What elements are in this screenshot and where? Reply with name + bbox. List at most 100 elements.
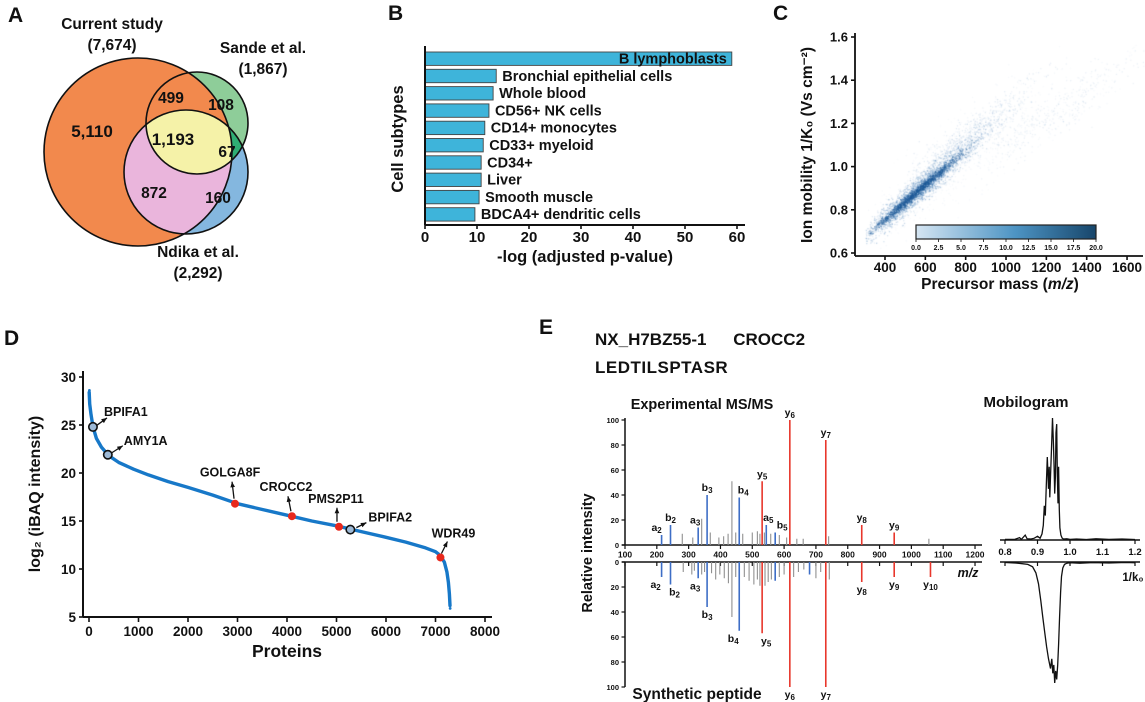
rank-curve bbox=[87, 390, 452, 608]
venn-set-ndika-count: (2,292) bbox=[173, 265, 222, 282]
c-ytick: 1.0 bbox=[830, 159, 848, 174]
b-xtick: 30 bbox=[573, 229, 590, 246]
ion-label-y5: y5 bbox=[757, 468, 768, 481]
spec-xtick: 300 bbox=[682, 550, 696, 560]
panel-label-d: D bbox=[4, 327, 20, 350]
venn-set-current-title: Current study bbox=[61, 16, 163, 33]
d-xtick: 3000 bbox=[222, 624, 252, 639]
ion-label-b5: b5 bbox=[777, 520, 788, 533]
d-xtick: 5000 bbox=[321, 624, 351, 639]
annotation-BPIFA2: BPIFA2 bbox=[368, 511, 412, 525]
ion-label-a3: a3 bbox=[690, 515, 701, 528]
mobilogram-bottom-trace bbox=[1004, 561, 1136, 684]
spectra-ylabel: Relative intensity bbox=[580, 493, 596, 612]
colorbar-tick: 5.0 bbox=[956, 245, 966, 252]
spec-xtick: 1200 bbox=[966, 550, 985, 560]
annotation-AMY1A: AMY1A bbox=[124, 434, 168, 448]
c-xtick: 1400 bbox=[1072, 260, 1102, 275]
spec-xtick: 100 bbox=[618, 550, 632, 560]
bar-label-inside: B lymphoblasts bbox=[619, 52, 727, 68]
venn-set-current-count: (7,674) bbox=[87, 37, 136, 54]
mobilogram-top-trace bbox=[1005, 417, 1136, 541]
panel-label-a: A bbox=[8, 4, 24, 27]
ion-label-y5: y5 bbox=[761, 635, 772, 648]
marker-open-BPIFA1 bbox=[87, 421, 98, 432]
spec-ytick: 100 bbox=[606, 683, 619, 692]
spec-ytick: 0 bbox=[615, 541, 619, 550]
bar-whole-blood bbox=[424, 86, 494, 101]
panel-label-c: C bbox=[773, 2, 789, 25]
b-xtick: 0 bbox=[421, 229, 429, 246]
ion-label-b3: b3 bbox=[702, 482, 713, 495]
c-ytick: 0.6 bbox=[830, 246, 848, 261]
venn-count-ndika-only: 160 bbox=[205, 190, 231, 207]
spec-xtick: 800 bbox=[841, 550, 855, 560]
venn-count-sande-ndika: 67 bbox=[218, 144, 235, 161]
venn-diagram: Current study (7,674) Sande et al. (1,867) N… bbox=[43, 16, 306, 282]
ion-label-b3: b3 bbox=[702, 609, 713, 622]
accession-id: NX_H7BZ55-1 bbox=[595, 330, 707, 349]
annotation-WDR49: WDR49 bbox=[432, 526, 476, 540]
ion-label-y10: y10 bbox=[923, 579, 938, 592]
mobilogram-xtick: 1.2 bbox=[1128, 547, 1141, 558]
bar-label: CD56+ NK cells bbox=[495, 103, 602, 119]
bar-label: Bronchial epithelial cells bbox=[502, 69, 672, 85]
spec-ytick: 60 bbox=[611, 466, 619, 475]
mobilogram-plot: Mobilogram 0.8 0.9 1.0 1.1 1.2 1/k₀ bbox=[984, 394, 1144, 684]
c-xtick: 1000 bbox=[991, 260, 1021, 275]
spec-ytick: 20 bbox=[611, 583, 619, 592]
ion-label-a3: a3 bbox=[690, 580, 701, 593]
ion-label-y7: y7 bbox=[821, 689, 832, 702]
c-xtick: 400 bbox=[874, 260, 897, 275]
d-ytick: 5 bbox=[68, 610, 76, 625]
venn-set-ndika-title: Ndika et al. bbox=[157, 244, 239, 261]
c-ylabel: Ion mobility 1/K₀ (Vs cm⁻²) bbox=[799, 47, 816, 243]
colorbar-tick: 20.0 bbox=[1089, 245, 1103, 252]
c-ytick: 1.2 bbox=[830, 116, 848, 131]
spec-ytick: 20 bbox=[611, 516, 619, 525]
protein-name: CROCC2 bbox=[733, 330, 806, 349]
spec-xtick: 1100 bbox=[934, 550, 953, 560]
bar-cd56-nk-cells bbox=[424, 103, 490, 118]
venn-count-current-sande: 499 bbox=[158, 90, 184, 107]
ion-mobility-scatter: 0.6 0.8 1.0 1.2 1.4 1.6 400 600 800 1000 1200 1400 1… bbox=[799, 30, 1143, 293]
mobilogram-xtick: 1.0 bbox=[1063, 547, 1076, 558]
spec-xlabel: m/z bbox=[958, 566, 980, 580]
panel-label-b: B bbox=[388, 2, 404, 25]
colorbar-tick: 15.0 bbox=[1044, 245, 1058, 252]
annotation-CROCC2: CROCC2 bbox=[260, 480, 313, 494]
venn-set-sande-title: Sande et al. bbox=[220, 40, 306, 57]
b-xtick: 10 bbox=[469, 229, 486, 246]
spec-ytick: 80 bbox=[611, 658, 619, 667]
d-ytick: 20 bbox=[61, 466, 76, 481]
ion-label-b4: b4 bbox=[728, 633, 739, 646]
spec-ytick: 100 bbox=[606, 416, 619, 425]
panel-label-e: E bbox=[539, 316, 554, 339]
c-xlabel: Precursor mass (m/z) bbox=[921, 276, 1079, 293]
ion-label-a2: a2 bbox=[651, 522, 662, 535]
bar-liver bbox=[424, 172, 482, 187]
b-ylabel: Cell subtypes bbox=[389, 85, 407, 192]
peptide-sequence: LEDTILSPTASR bbox=[595, 358, 729, 377]
b-xlabel: -log (adjusted p-value) bbox=[497, 248, 673, 266]
c-xtick: 800 bbox=[954, 260, 977, 275]
c-xtick: 600 bbox=[914, 260, 937, 275]
ion-label-y7: y7 bbox=[821, 427, 832, 440]
colorbar-tick: 17.5 bbox=[1067, 245, 1081, 252]
d-ytick: 25 bbox=[61, 418, 77, 433]
spec-xtick: 1000 bbox=[902, 550, 921, 560]
synthetic-spectrum: a2 b2 a3 b3 b4 y5 y6 y7 y8 y9 y10 bbox=[650, 562, 938, 702]
bar-label: CD14+ monocytes bbox=[491, 121, 617, 137]
bar-cd14-monocytes bbox=[424, 120, 486, 136]
c-ytick: 1.4 bbox=[830, 73, 849, 88]
bar-label: Whole blood bbox=[499, 86, 586, 102]
spec-xtick: 700 bbox=[809, 550, 823, 560]
spec-ytick: 80 bbox=[611, 441, 619, 450]
marker-open-BPIFA2 bbox=[345, 524, 356, 535]
ion-label-y6: y6 bbox=[785, 689, 796, 702]
